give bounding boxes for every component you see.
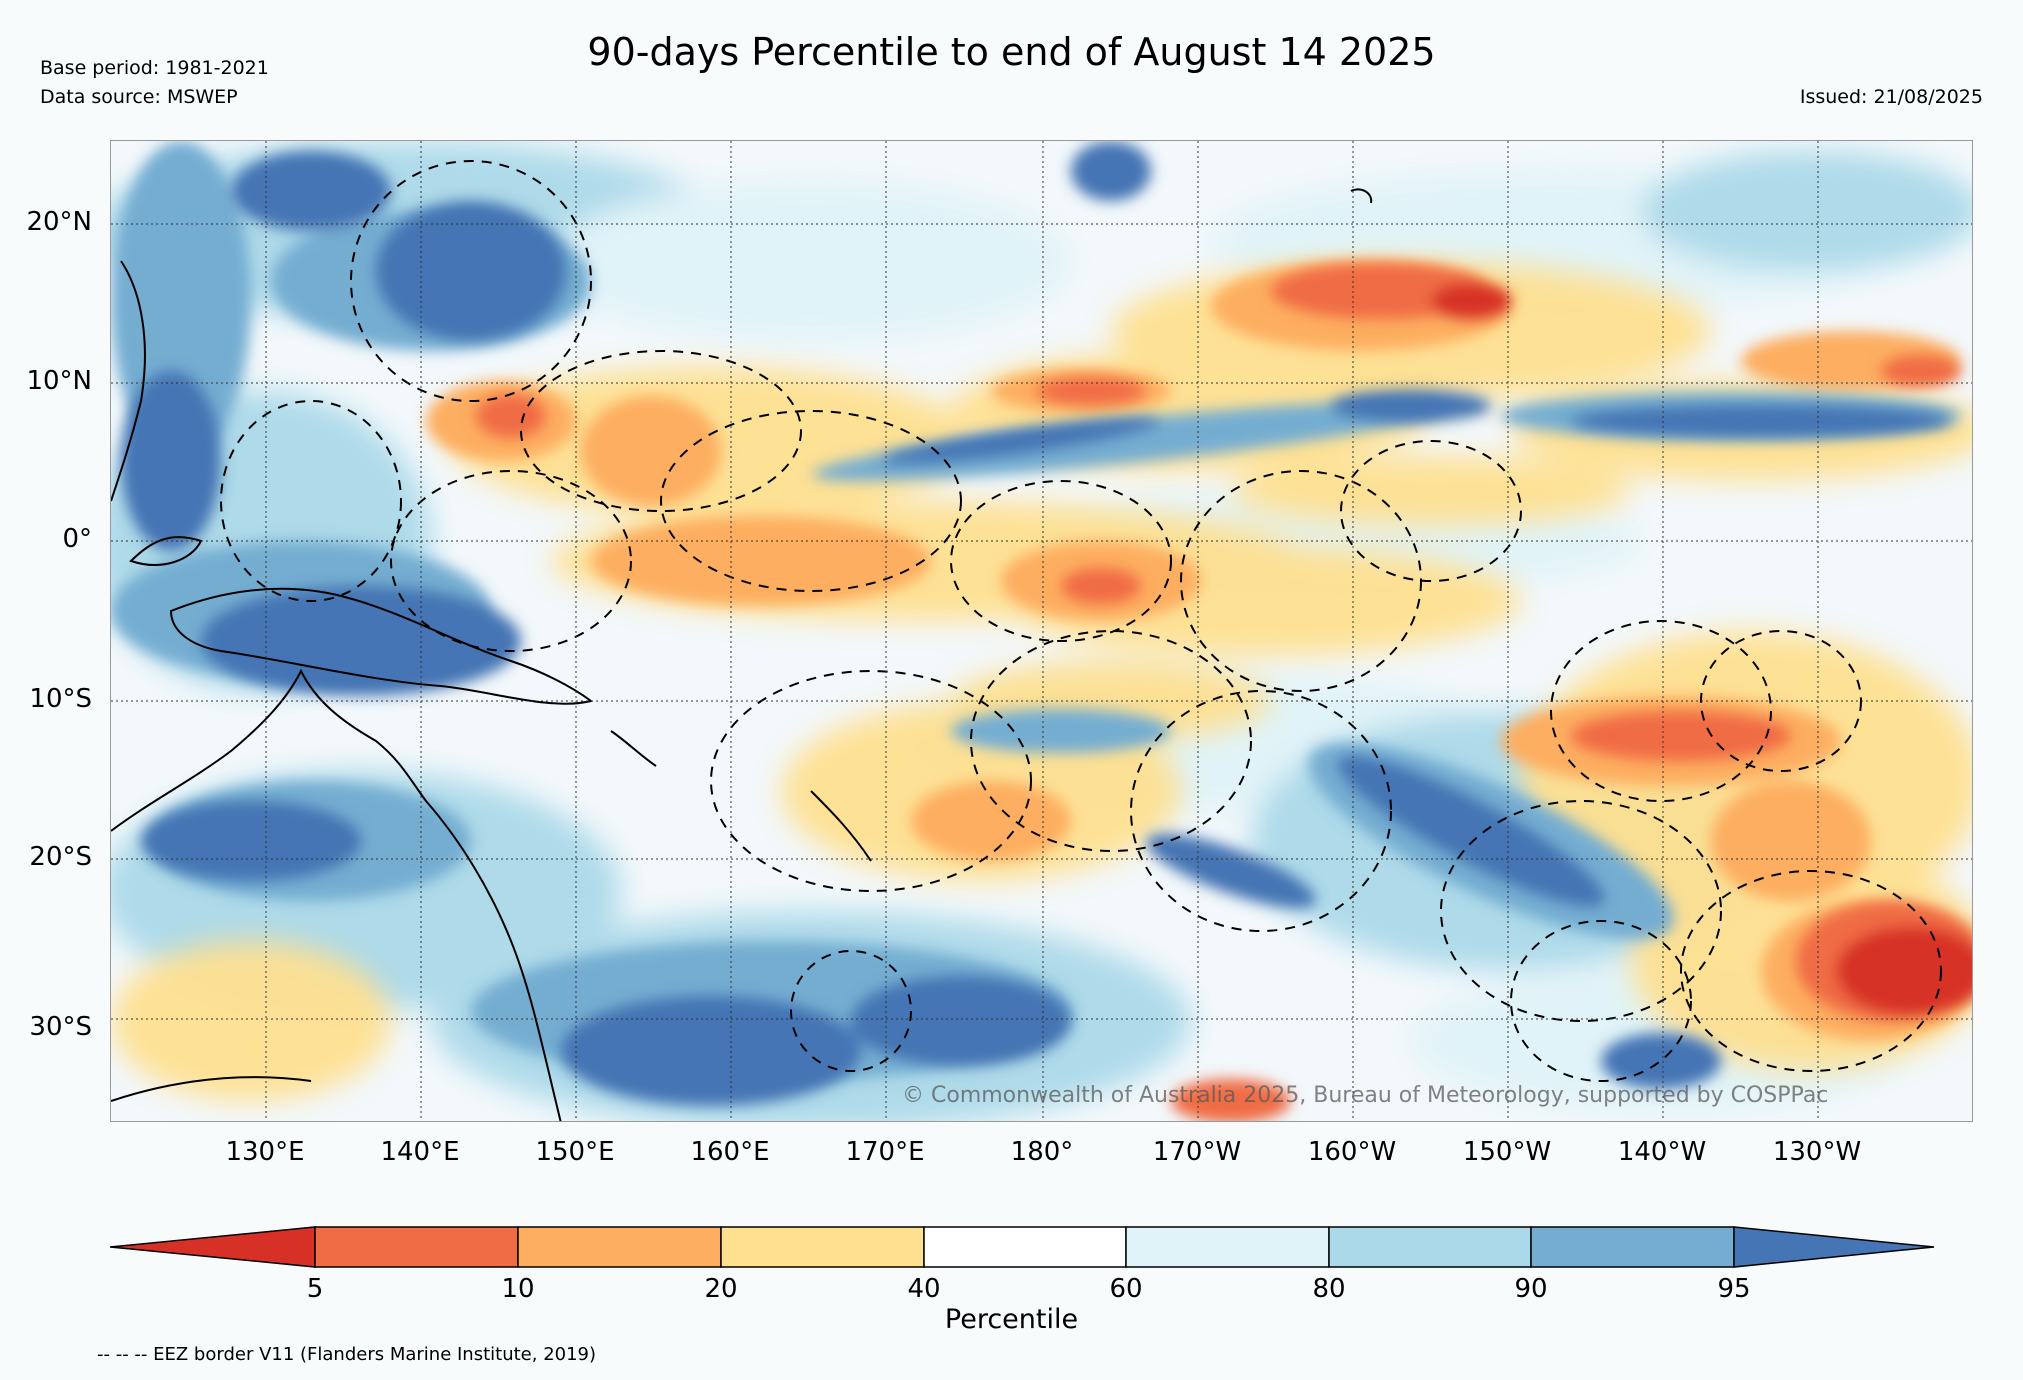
lon-tick-label: 180° [1010, 1137, 1074, 1167]
lon-tick-label: 170°W [1152, 1137, 1242, 1167]
lon-tick-label: 160°W [1307, 1137, 1397, 1167]
base-period-label: Base period: 1981-2021 [40, 57, 269, 79]
eez-borders [220, 160, 1942, 1082]
lat-tick-label: 30°S [29, 1012, 92, 1042]
colorbar-tick-label: 80 [1312, 1274, 1346, 1304]
colorbar-tick-label: 40 [907, 1274, 941, 1304]
lat-tick-label: 10°S [29, 684, 92, 714]
colorbar-tick-label: 90 [1514, 1274, 1548, 1304]
lat-tick-label: 20°N [26, 207, 92, 237]
lon-tick-label: 130°W [1772, 1137, 1862, 1167]
lon-tick-label: 150°W [1462, 1137, 1552, 1167]
colorbar-segment-60-80 [1125, 1226, 1330, 1268]
colorbar-segment-10-20 [517, 1226, 722, 1268]
graticule [111, 141, 1972, 1121]
map-title: 90-days Percentile to end of August 14 2… [587, 30, 1436, 74]
issued-date-label: Issued: 21/08/2025 [1799, 86, 1983, 108]
percentile-map [110, 140, 1973, 1122]
colorbar-segment-above-95 [1733, 1226, 1935, 1268]
copyright-notice: © Commonwealth of Australia 2025, Bureau… [902, 1083, 1829, 1108]
lon-tick-label: 130°E [225, 1137, 305, 1167]
lon-tick-label: 140°E [380, 1137, 460, 1167]
colorbar-segment-90-95 [1530, 1226, 1735, 1268]
lon-tick-label: 160°E [690, 1137, 770, 1167]
colorbar-tick-label: 95 [1717, 1274, 1751, 1304]
colorbar-label: Percentile [944, 1304, 1079, 1335]
lon-tick-label: 140°W [1617, 1137, 1707, 1167]
colorbar-segment-20-40 [720, 1226, 925, 1268]
percentile-colorbar [110, 1226, 1935, 1268]
colorbar-tick-label: 60 [1109, 1274, 1143, 1304]
colorbar-segment-5-10 [314, 1226, 519, 1268]
lon-tick-label: 170°E [845, 1137, 925, 1167]
colorbar-segment-80-90 [1328, 1226, 1532, 1268]
eez-border-note: -- -- -- EEZ border V11 (Flanders Marine… [97, 1344, 597, 1365]
colorbar-tick-label: 10 [501, 1274, 535, 1304]
colorbar-segment-40-60 [923, 1226, 1127, 1268]
colorbar-tick-label: 5 [306, 1274, 324, 1304]
colorbar-tick-label: 20 [704, 1274, 738, 1304]
lat-tick-label: 0° [62, 524, 92, 554]
colorbar-segment-below-5 [110, 1226, 316, 1268]
lat-tick-label: 10°N [26, 366, 92, 396]
coastlines [111, 188, 1373, 1121]
lat-tick-label: 20°S [29, 842, 92, 872]
data-source-label: Data source: MSWEP [40, 86, 238, 108]
precipitation-percentile-field [111, 141, 1972, 1121]
lon-tick-label: 150°E [535, 1137, 615, 1167]
